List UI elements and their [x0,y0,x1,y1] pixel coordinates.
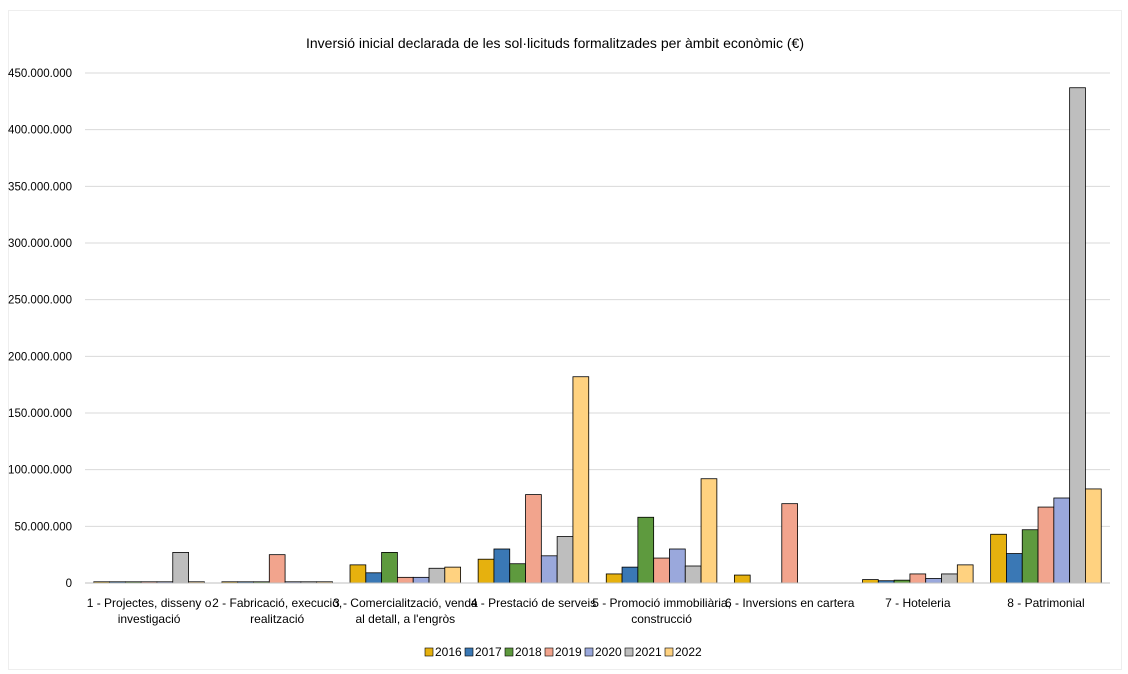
legend-label: 2019 [555,645,582,659]
bar [381,552,398,584]
bar [669,548,686,584]
bar [1021,529,1039,584]
bar [444,566,462,584]
bar [862,579,879,584]
bar [1053,497,1071,584]
y-tick-label: 250.000.000 [8,295,72,307]
x-category-label: 3 - Comercialització, venda al detall, a … [333,596,478,626]
bar [1006,553,1023,584]
bar [428,567,446,584]
legend-swatch [544,647,554,657]
gridlines [85,72,1110,527]
bar [909,573,927,584]
bar [621,566,639,584]
bar [990,533,1007,584]
bar [477,558,495,584]
legend-swatch [664,647,674,657]
legend-label: 2022 [675,645,702,659]
legend-label: 2020 [595,645,622,659]
bar [540,555,558,584]
y-tick-label: 450.000.000 [8,68,72,80]
bar [781,503,798,584]
x-category-label: 4 - Prestació de serveis [471,596,596,610]
bar [925,578,942,584]
bar [525,494,542,584]
y-tick-label: 0 [66,578,72,590]
bar [605,573,623,584]
x-category-label: 2 - Fabricació, execució, realització [212,596,342,626]
bar [1069,87,1086,584]
legend-swatch [624,647,634,657]
y-tick-label: 300.000.000 [8,238,72,250]
bar [941,573,958,584]
bar [733,574,751,584]
bar [637,516,655,584]
y-tick-label: 50.000.000 [14,521,72,533]
bar [268,554,286,584]
x-category-label: 7 - Hoteleria [885,596,951,610]
x-category-label: 6 - Inversions en cartera [725,596,855,610]
bar [956,564,974,584]
bar [556,536,574,584]
chart-title: Inversió inicial declarada de les sol·li… [306,35,804,51]
bar [412,576,430,584]
legend-swatch [504,647,514,657]
legend-swatch [464,647,474,657]
bar [684,565,702,584]
y-tick-label: 400.000.000 [8,125,72,137]
y-tick-label: 150.000.000 [8,408,72,420]
bars [93,87,1102,584]
y-tick-label: 200.000.000 [8,351,72,363]
bar [1085,488,1102,584]
legend-label: 2018 [515,645,542,659]
bar [653,557,670,584]
legend-label: 2021 [635,645,662,659]
y-tick-label: 350.000.000 [8,181,72,193]
y-axis-ticks: 0 50.000.000 100.000.000 150.000.000 200.000… [8,68,72,590]
x-category-label: 5 - Promoció immobiliària, construcció [592,596,731,626]
y-tick-label: 100.000.000 [8,465,72,477]
bar [365,572,383,584]
chart-frame [8,10,1122,670]
x-category-label: 1 - Projectes, disseny o investigació [87,596,212,626]
legend-swatch [424,647,434,657]
bar [397,576,414,584]
bar [349,564,367,584]
bar [493,548,511,584]
legend-label: 2017 [475,645,502,659]
legend: 2016 2017 2018 2019 2020 2021 2022 [424,645,702,659]
bar [572,376,590,584]
bar [1037,506,1055,584]
legend-swatch [584,647,594,657]
legend-label: 2016 [435,645,462,659]
bar [700,478,718,584]
bar [172,552,189,584]
bar [509,563,526,584]
x-category-label: 8 - Patrimonial [1007,596,1084,610]
